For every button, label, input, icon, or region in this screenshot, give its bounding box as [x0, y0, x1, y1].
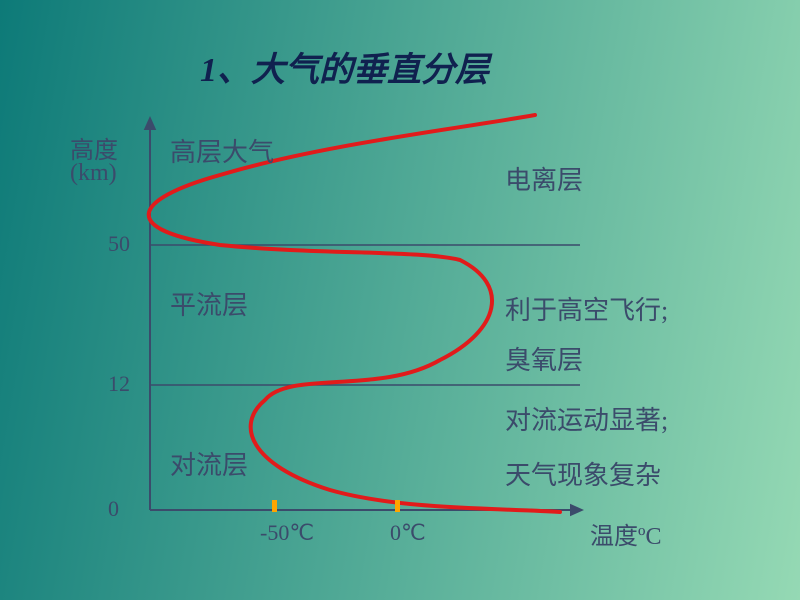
y-tick-label: 50 — [108, 231, 130, 257]
x-tick-mark — [395, 500, 400, 512]
x-tick-label: -50℃ — [260, 520, 314, 546]
x-tick-label: 0℃ — [390, 520, 426, 546]
y-tick-label: 0 — [108, 496, 119, 522]
layer-name: 高层大气 — [170, 132, 274, 169]
y-tick-label: 12 — [108, 371, 130, 397]
layer-annotation: 天气现象复杂 — [505, 455, 661, 492]
x-axis-title: 温度ºC — [590, 516, 661, 551]
x-tick-mark — [272, 500, 277, 512]
layer-annotation: 电离层 — [505, 160, 583, 197]
layer-annotation: 利于高空飞行; — [505, 290, 668, 327]
layer-annotation: 臭氧层 — [505, 340, 583, 377]
layer-name: 平流层 — [170, 285, 248, 322]
layer-name: 对流层 — [170, 445, 248, 482]
slide-title: 1、大气的垂直分层 — [200, 42, 489, 91]
y-axis-title-2: (km) — [70, 160, 117, 187]
layer-annotation: 对流运动显著; — [505, 400, 668, 437]
diagram-stage: 1、大气的垂直分层50120-50℃0℃高度(km)温度ºC高层大气平流层对流层… — [0, 0, 800, 600]
